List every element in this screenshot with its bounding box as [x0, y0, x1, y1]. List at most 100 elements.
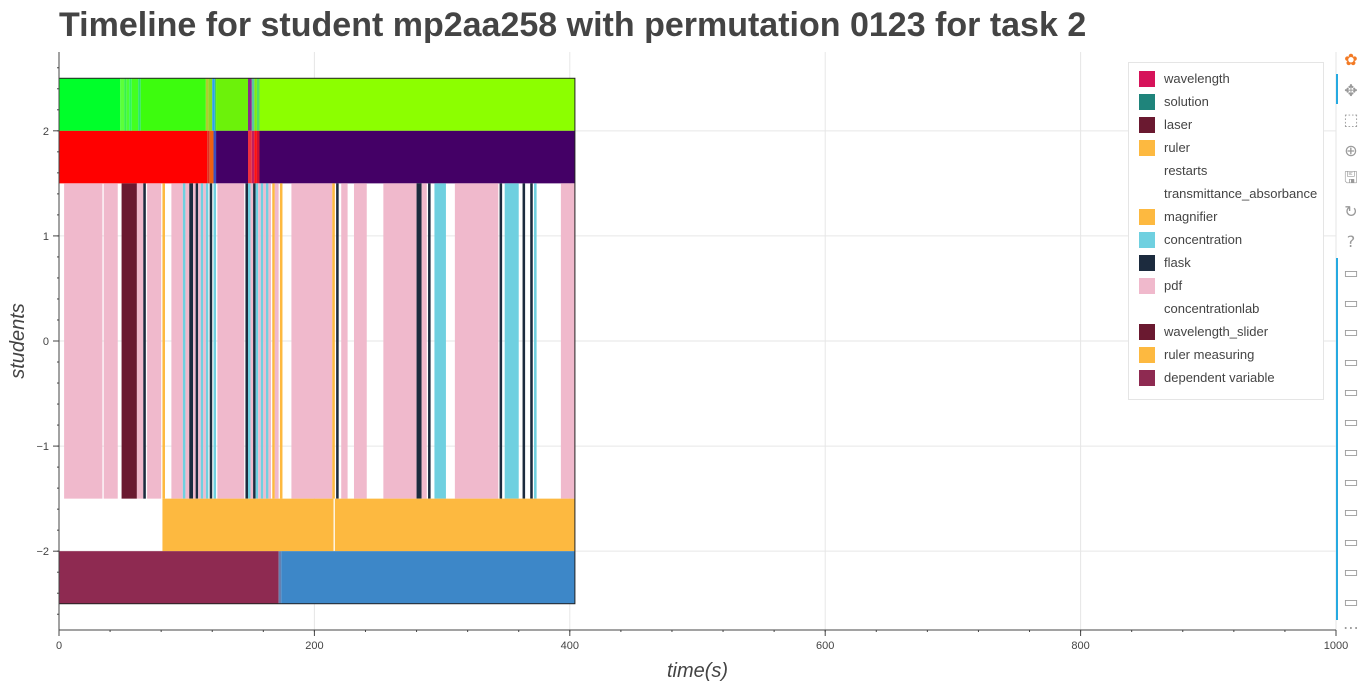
y-tick-label: 2	[43, 126, 49, 138]
timeline-segment	[205, 78, 209, 131]
timeline-segment	[162, 183, 165, 499]
more-tools-icon[interactable]: ⋯	[1343, 617, 1359, 637]
legend-item[interactable]: concentration	[1139, 228, 1323, 251]
timeline-segment	[121, 183, 137, 499]
timeline-segment	[274, 183, 279, 499]
legend-item[interactable]: dependent variable	[1139, 366, 1323, 389]
legend-item[interactable]: laser	[1139, 113, 1323, 136]
hover-tool-icon[interactable]: ▭	[1343, 561, 1359, 581]
legend-item[interactable]: magnifier	[1139, 205, 1323, 228]
save-tool-icon[interactable]: 🖫	[1344, 167, 1358, 187]
axes: 0 200 400 600 800 1000 −2 −1 0 1 2	[36, 52, 1348, 652]
legend-label: dependent variable	[1164, 370, 1275, 385]
reset-tool-icon[interactable]: ↻	[1344, 201, 1358, 221]
timeline-segment	[291, 183, 333, 499]
timeline-segment	[279, 183, 283, 499]
legend[interactable]: wavelength solution laser ruler restarts tran…	[1128, 62, 1324, 400]
timeline-segment	[247, 130, 252, 184]
toolbar[interactable]: ✿ ✥ ⬚ ⊕ 🖫 ↻? ▭ ▭ ▭ ▭ ▭ ▭ ▭ ▭ ▭ ▭ ▭ ▭ ⋯	[1336, 48, 1366, 683]
legend-label: laser	[1164, 117, 1193, 132]
pan-tool-icon[interactable]: ✥	[1344, 80, 1358, 100]
legend-item[interactable]: wavelength_slider	[1139, 320, 1323, 343]
legend-label: concentrationlab	[1164, 301, 1260, 316]
legend-swatch	[1139, 208, 1155, 225]
legend-swatch	[1139, 369, 1155, 386]
timeline-segment	[131, 78, 139, 131]
timeline-segment	[162, 498, 334, 552]
hover-tool-icon[interactable]: ▭	[1343, 441, 1359, 461]
timeline-segment	[255, 183, 259, 499]
hover-tool-icon[interactable]: ▭	[1343, 471, 1359, 491]
hover-tool-icon[interactable]: ▭	[1343, 591, 1359, 611]
x-tick-label: 400	[561, 640, 579, 652]
timeline-segment	[336, 183, 339, 499]
legend-label: magnifier	[1164, 209, 1218, 224]
timeline-segment	[129, 78, 132, 131]
legend-item[interactable]: wavelength	[1139, 67, 1323, 90]
box-zoom-tool-icon[interactable]: ⬚	[1343, 109, 1359, 129]
timeline-segment	[259, 78, 575, 131]
timeline-segment	[103, 183, 118, 499]
legend-item[interactable]: pdf	[1139, 274, 1323, 297]
timeline-segment	[256, 130, 260, 184]
legend-item[interactable]: ruler measuring	[1139, 343, 1323, 366]
legend-swatch	[1139, 70, 1155, 87]
hover-tool-icon[interactable]: ▭	[1343, 531, 1359, 551]
hover-tool-icon[interactable]: ▭	[1343, 501, 1359, 521]
legend-item[interactable]: transmittance_absorbance	[1139, 182, 1323, 205]
wheel-zoom-tool-icon[interactable]: ⊕	[1344, 140, 1358, 160]
legend-label: ruler measuring	[1164, 347, 1255, 362]
timeline-segment	[120, 78, 125, 131]
timeline-segment	[195, 183, 199, 499]
timeline-segment	[245, 183, 248, 499]
legend-item[interactable]: restarts	[1139, 159, 1323, 182]
hover-tool-icon[interactable]: ▭	[1343, 381, 1359, 401]
timeline-segment	[504, 183, 519, 499]
x-tick-label: 1000	[1324, 640, 1348, 652]
legend-label: wavelength	[1164, 71, 1230, 86]
bokeh-logo-icon[interactable]: ✿	[1344, 49, 1358, 69]
timeline-segment	[341, 183, 348, 499]
timeline-segment	[59, 551, 279, 604]
legend-label: solution	[1164, 94, 1209, 109]
timeline-segment	[124, 78, 127, 131]
legend-item[interactable]: solution	[1139, 90, 1323, 113]
timeline-segment	[213, 183, 217, 499]
timeline-segment	[200, 183, 204, 499]
timeline-segment	[334, 498, 575, 552]
hover-tool-icon[interactable]: ▭	[1343, 351, 1359, 371]
timeline-segment	[214, 78, 217, 131]
timeline-segment	[205, 183, 209, 499]
legend-item[interactable]: flask	[1139, 251, 1323, 274]
hover-tool-icon[interactable]: ▭	[1343, 292, 1359, 312]
timeline-segment	[143, 183, 146, 499]
legend-item[interactable]: ruler	[1139, 136, 1323, 159]
hover-tool-icon[interactable]: ▭	[1343, 262, 1359, 282]
hover-tool-icon[interactable]: ▭	[1343, 411, 1359, 431]
chart-title: Timeline for student mp2aa258 with permu…	[59, 6, 1087, 44]
x-axis-label: time(s)	[667, 660, 728, 682]
timeline-segment	[216, 130, 248, 184]
timeline-segment	[421, 183, 427, 499]
timeline-segment	[208, 78, 213, 131]
legend-item[interactable]: concentrationlab	[1139, 297, 1323, 320]
hover-tool-icon[interactable]: ▭	[1343, 321, 1359, 341]
timeline-segment	[258, 183, 261, 499]
timeline-segment	[216, 78, 248, 131]
active-tool-indicator	[1336, 74, 1338, 104]
timeline-segment	[530, 183, 533, 499]
timeline-segment	[198, 183, 201, 499]
legend-swatch	[1139, 93, 1155, 110]
timeline-segment	[247, 183, 251, 499]
legend-swatch	[1139, 254, 1155, 271]
timeline-segment	[138, 78, 141, 131]
timeline-segment	[263, 183, 266, 499]
active-tool-indicator	[1336, 258, 1338, 620]
timeline-segment	[250, 183, 254, 499]
timeline-segment	[126, 78, 130, 131]
legend-label: concentration	[1164, 232, 1243, 247]
timeline-segment	[136, 183, 144, 499]
help-tool-icon[interactable]: ?	[1346, 231, 1356, 251]
timeline-segment	[416, 183, 422, 499]
